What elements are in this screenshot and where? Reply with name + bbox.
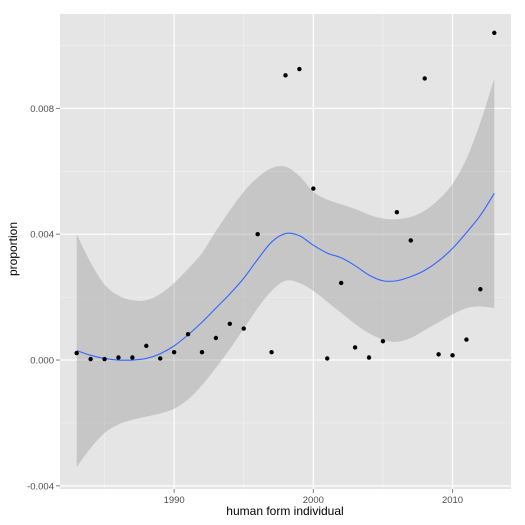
data-point [102, 356, 107, 362]
data-point [158, 356, 163, 361]
y-tick-label: -0.004 [27, 481, 54, 492]
y-tick-label: 0.008 [30, 104, 54, 115]
data-point [311, 186, 316, 191]
data-point [171, 349, 177, 355]
smooth-trend-line [76, 193, 495, 361]
data-point [269, 349, 274, 355]
data-point [116, 355, 121, 360]
data-point [366, 355, 372, 360]
y-axis-title: proportion [6, 222, 20, 276]
minor-gridlines [60, 14, 511, 489]
y-tick-label: 0.000 [30, 356, 54, 367]
data-point [338, 280, 344, 286]
data-point [422, 76, 427, 81]
data-point [185, 332, 191, 337]
data-point [436, 352, 441, 357]
plot-panel [60, 14, 511, 489]
x-axis-title: human form individual [226, 504, 343, 518]
x-tick-label: 2010 [442, 495, 463, 506]
data-points [74, 30, 497, 362]
data-point [297, 66, 302, 72]
y-axis-ticks: -0.004 0.000 0.004 0.008 [27, 104, 60, 492]
data-point [213, 335, 219, 341]
x-tick-label: 2000 [303, 495, 324, 506]
data-point [492, 30, 497, 36]
data-point [241, 326, 246, 331]
data-point [408, 238, 413, 243]
data-point [464, 337, 469, 342]
data-point [325, 356, 330, 361]
data-point [478, 287, 483, 292]
data-point [352, 345, 358, 350]
x-tick-label: 1990 [164, 495, 185, 506]
data-point [88, 356, 93, 362]
data-point [144, 343, 149, 349]
data-point [283, 73, 288, 78]
x-axis-ticks: 1990 2000 2010 [164, 489, 463, 506]
data-point [255, 231, 260, 237]
y-tick-label: 0.004 [30, 230, 54, 241]
data-point [394, 209, 400, 215]
data-point [450, 353, 455, 358]
data-point [74, 350, 79, 356]
data-point [380, 338, 386, 344]
data-point [199, 349, 205, 355]
data-point [227, 321, 233, 327]
confidence-ribbon [76, 78, 495, 467]
major-gridlines [60, 14, 511, 489]
data-point [130, 355, 135, 360]
